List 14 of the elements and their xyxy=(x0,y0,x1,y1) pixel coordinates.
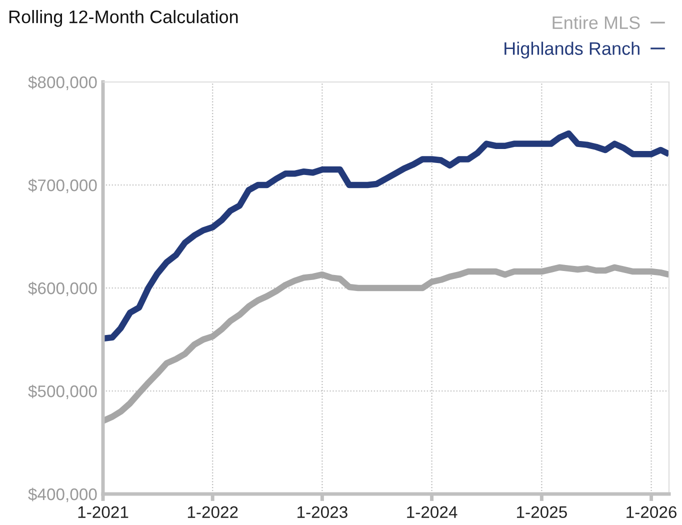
x-tick-label: 1-2026 xyxy=(626,506,676,518)
legend-label: Entire MLS xyxy=(552,16,640,30)
legend-label: Highlands Ranch xyxy=(504,42,640,59)
x-tick-label: 1-2025 xyxy=(517,506,567,518)
x-tick-label: 1-2024 xyxy=(407,506,458,518)
x-tick-label: 1-2021 xyxy=(78,506,128,518)
y-tick-label: $600,000 xyxy=(28,282,97,296)
y-tick-label: $400,000 xyxy=(28,488,97,502)
y-tick-label: $700,000 xyxy=(28,178,97,194)
y-tick-label: $500,000 xyxy=(28,384,97,400)
chart-title: Rolling 12-Month Calculation xyxy=(9,10,238,27)
y-tick-label: $800,000 xyxy=(28,76,97,90)
x-tick-label: 1-2023 xyxy=(298,506,348,518)
x-tick-label: 1-2022 xyxy=(188,506,238,518)
